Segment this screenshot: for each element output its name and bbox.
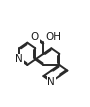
Text: O: O <box>31 32 39 42</box>
Text: OH: OH <box>45 32 61 42</box>
Text: N: N <box>15 54 23 64</box>
Text: N: N <box>48 77 55 87</box>
